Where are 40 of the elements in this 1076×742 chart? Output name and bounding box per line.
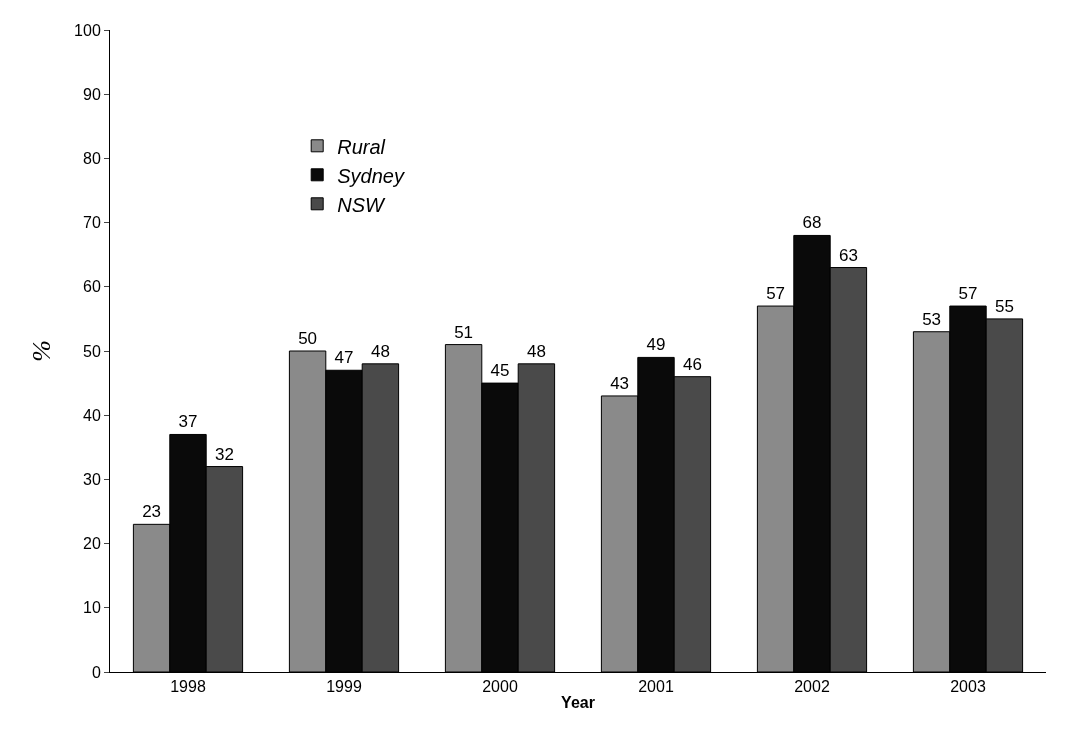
y-tick-label: 70	[83, 214, 101, 232]
legend-label: NSW	[337, 193, 386, 216]
data-label: 48	[526, 341, 546, 361]
x-tick-label: 1999	[326, 678, 362, 696]
x-tick-label: 2001	[638, 678, 674, 696]
y-tick-label: 10	[83, 599, 101, 617]
data-label: 47	[334, 348, 354, 368]
y-tick-label: 60	[83, 278, 101, 296]
y-tick-label: 0	[91, 663, 101, 681]
data-label: 55	[994, 296, 1014, 316]
y-tick-label: 100	[74, 21, 101, 39]
data-label: 68	[802, 213, 822, 233]
y-axis-title: %	[27, 340, 57, 362]
x-tick-label: 2000	[482, 678, 518, 696]
data-label: 45	[490, 361, 510, 381]
data-label: 37	[178, 412, 198, 432]
x-tick-label: 1998	[170, 678, 206, 696]
data-label: 50	[298, 329, 318, 348]
data-label: 43	[610, 373, 630, 393]
legend-label: Sydney	[337, 164, 405, 187]
data-label: 51	[454, 322, 474, 342]
data-label: 32	[214, 444, 234, 464]
data-label: 23	[142, 502, 162, 522]
y-tick-label: 80	[83, 150, 101, 167]
y-tick-label: 50	[83, 342, 101, 360]
data-label: 57	[766, 284, 786, 304]
y-tick-label: 30	[83, 471, 101, 488]
y-tick-label: 20	[83, 535, 101, 553]
legend-label: Rural	[337, 135, 386, 158]
data-label: 63	[838, 245, 858, 265]
x-axis-title: Year	[561, 693, 595, 711]
x-tick-label: 2003	[950, 678, 986, 696]
data-label: 53	[922, 309, 942, 329]
y-tick-label: 90	[83, 85, 101, 103]
y-tick-label: 40	[83, 406, 101, 424]
data-label: 49	[646, 335, 666, 355]
data-label: 48	[370, 341, 390, 361]
x-tick-label: 2002	[794, 678, 830, 696]
data-label: 46	[682, 354, 702, 374]
data-label: 57	[958, 284, 978, 304]
